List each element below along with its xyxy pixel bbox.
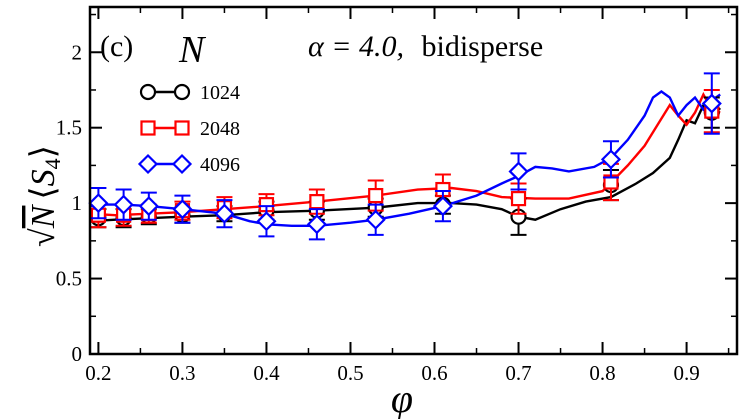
data-point-4096: [432, 196, 453, 217]
data-point-4096: [214, 203, 235, 224]
y-tick-label: 1.5: [56, 116, 82, 140]
y-tick-label: 2: [72, 40, 83, 64]
legend-title: N: [178, 29, 207, 71]
x-axis-label: φ: [391, 376, 413, 419]
panel-label: (c): [100, 30, 133, 63]
legend-marker-1024: [139, 83, 157, 101]
x-tick-label: 0.3: [169, 361, 195, 385]
legend-marker-2048: [174, 120, 190, 136]
data-point-4096: [600, 149, 622, 170]
points: [88, 72, 722, 241]
plot-frame: [88, 5, 739, 356]
legend: 1024 2048 4096: [137, 82, 240, 176]
data-point-4096: [256, 211, 277, 232]
data-point-2048: [368, 187, 384, 204]
x-tick-label: 0.8: [589, 361, 615, 385]
data-point-4096: [138, 196, 159, 217]
legend-marker-4096: [171, 153, 193, 175]
ticks: [90, 7, 737, 355]
data-point-4096: [172, 199, 193, 220]
annotation: α = 4.0, bidisperse: [308, 30, 543, 63]
y-axis-label-sub: 4: [40, 158, 65, 169]
legend-label-2048: 2048: [200, 118, 240, 140]
series-line-2048: [90, 91, 721, 217]
y-axis-label-n: N: [25, 203, 62, 229]
y-axis-label-close: ⟩: [25, 145, 62, 158]
y-tick-label: 0: [72, 342, 83, 366]
legend-label-4096: 4096: [200, 154, 240, 176]
y-axis-label: √N ⟨S4⟩: [25, 145, 65, 247]
y-axis-label-s: S: [25, 169, 62, 186]
data-point-4096: [365, 209, 386, 230]
x-tick-label: 0.9: [673, 361, 699, 385]
annotation-prefix: α = 4.0,: [308, 30, 404, 63]
y-axis-label-open: ⟨: [25, 186, 62, 199]
annotation-suffix: bidisperse: [422, 30, 544, 63]
legend-marker-2048: [140, 120, 156, 136]
y-axis-label-root: √: [25, 228, 62, 247]
data-point-4096: [306, 214, 327, 235]
x-tick-label: 0.4: [253, 361, 280, 385]
x-tick-label: 0.5: [337, 361, 363, 385]
data-point-2048: [510, 191, 527, 207]
data-point-4096: [113, 194, 134, 215]
y-tick-label: 1: [72, 191, 83, 215]
tick-labels: 0.2 0.3 0.4 0.5 0.6 0.7 0.8 0.9 0 0.5 1 1.5 2: [56, 40, 700, 385]
legend-marker-4096: [137, 153, 159, 175]
data-point-4096: [701, 93, 722, 114]
x-tick-label: 0.6: [421, 361, 447, 385]
x-tick-label: 0.2: [85, 361, 111, 385]
data-point-2048: [309, 194, 325, 210]
legend-marker-1024: [173, 83, 191, 101]
y-tick-label: 0.5: [56, 267, 82, 291]
data-point-4096: [88, 193, 109, 214]
x-tick-label: 0.7: [505, 361, 531, 385]
data-point-4096: [508, 161, 529, 182]
legend-label-1024: 1024: [200, 82, 240, 104]
